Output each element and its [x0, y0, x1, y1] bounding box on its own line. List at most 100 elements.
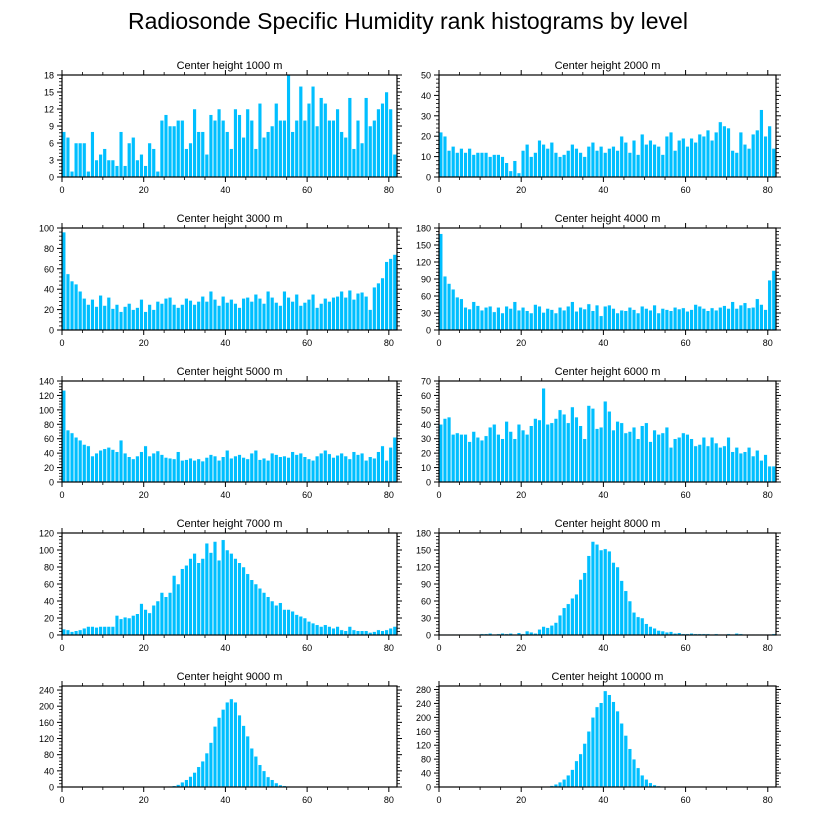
bar	[644, 623, 649, 636]
bar	[245, 735, 250, 788]
bar	[196, 458, 201, 483]
bar	[212, 120, 218, 178]
bar	[319, 97, 324, 178]
bar	[384, 91, 389, 178]
x-tick-label: 0	[436, 490, 441, 500]
bar	[208, 742, 214, 788]
bar	[331, 297, 336, 331]
bar	[516, 424, 522, 483]
x-tick-label: 80	[384, 795, 394, 805]
bar	[599, 549, 604, 636]
bar	[582, 156, 587, 178]
bar	[106, 447, 111, 483]
x-tick-label: 60	[681, 185, 691, 195]
bar	[176, 307, 181, 331]
bar	[640, 305, 645, 331]
bar	[574, 593, 579, 636]
bar	[69, 280, 75, 331]
bar	[163, 298, 169, 331]
bar	[455, 152, 460, 178]
y-tick-label: 100	[39, 224, 54, 234]
bar	[282, 455, 287, 483]
bar	[225, 450, 230, 483]
bar	[623, 590, 628, 636]
y-tick-label: 80	[44, 244, 54, 254]
bar	[648, 626, 653, 636]
y-tick-label: 70	[421, 377, 431, 387]
bar	[570, 301, 575, 331]
x-tick-label: 40	[598, 490, 608, 500]
bar	[701, 308, 706, 331]
bar	[139, 603, 144, 636]
bar	[582, 308, 587, 331]
bar	[167, 297, 173, 331]
bar	[771, 465, 776, 483]
bar	[545, 148, 550, 178]
bar	[290, 610, 295, 636]
bar	[660, 154, 665, 178]
bar	[693, 445, 698, 483]
y-tick-label: 15	[44, 88, 54, 98]
bar	[615, 710, 620, 788]
bar	[463, 307, 468, 331]
bar	[212, 541, 218, 636]
bar	[520, 150, 526, 178]
bar	[549, 625, 554, 636]
panel-title: Center height 9000 m	[177, 671, 283, 683]
bar	[590, 142, 596, 178]
panel-title: Center height 8000 m	[555, 518, 661, 530]
bar	[204, 457, 209, 483]
bar	[388, 627, 393, 636]
bar	[237, 454, 242, 483]
bar	[467, 308, 472, 331]
bar	[229, 698, 234, 788]
bar	[118, 311, 124, 331]
bar	[200, 760, 205, 788]
x-tick-label: 20	[516, 795, 526, 805]
bar	[364, 296, 369, 331]
y-tick-label: 160	[416, 727, 431, 737]
bar	[709, 307, 715, 331]
bar	[253, 148, 258, 178]
bar	[176, 451, 181, 483]
bar	[640, 425, 645, 483]
x-tick-label: 60	[681, 643, 691, 653]
bar	[90, 299, 95, 331]
bar	[590, 408, 596, 483]
bar	[94, 159, 99, 178]
bar	[368, 125, 373, 178]
bar	[245, 108, 250, 178]
bar	[685, 146, 690, 178]
bar	[574, 311, 579, 331]
bar	[69, 171, 75, 178]
bar	[463, 152, 468, 178]
bar	[380, 103, 385, 178]
bar	[147, 455, 152, 483]
y-tick-label: 80	[44, 750, 54, 760]
bar	[298, 616, 303, 636]
bar	[184, 779, 189, 788]
bar	[763, 135, 768, 178]
bar	[557, 307, 563, 331]
bar	[594, 544, 600, 636]
bar	[496, 434, 501, 483]
bar	[343, 630, 348, 636]
bar	[388, 447, 393, 483]
bar	[176, 583, 181, 636]
bar	[660, 308, 665, 331]
bar	[139, 451, 144, 483]
bar	[306, 299, 312, 331]
bar	[640, 774, 645, 788]
bar	[208, 552, 214, 636]
bar	[302, 120, 307, 178]
x-tick-label: 0	[436, 795, 441, 805]
bar	[644, 422, 649, 483]
bar	[335, 108, 340, 178]
bar	[180, 568, 185, 636]
y-tick-label: 150	[416, 241, 431, 251]
bar	[442, 135, 448, 178]
bar	[216, 305, 222, 331]
bar	[294, 120, 299, 178]
bar	[615, 421, 620, 483]
bar	[594, 304, 600, 331]
